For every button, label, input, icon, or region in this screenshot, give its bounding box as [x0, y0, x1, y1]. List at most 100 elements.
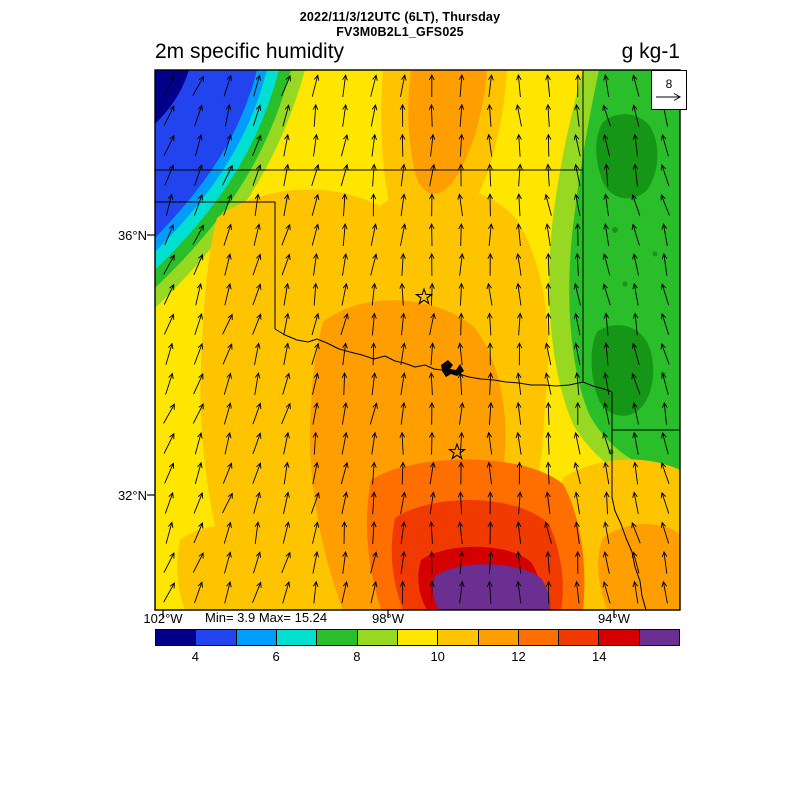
colorbar-segment [438, 630, 479, 645]
wind-arrow [429, 431, 435, 455]
wind-arrow [311, 342, 320, 365]
wind-arrow [487, 193, 493, 217]
wind-arrow [545, 431, 552, 455]
wind-arrow [252, 402, 262, 425]
wind-reference-box: 8 [651, 70, 687, 110]
wind-arrow [254, 193, 261, 217]
wind-arrow [281, 253, 291, 276]
wind-arrow [224, 253, 232, 276]
wind-arrow [516, 342, 523, 366]
wind-arrow [544, 491, 551, 515]
wind-arrow [486, 282, 493, 306]
wind-arrow [515, 431, 522, 455]
wind-arrow [487, 252, 494, 276]
wind-arrow [341, 431, 349, 455]
lake-texoma [441, 360, 464, 377]
wind-arrow [457, 193, 463, 217]
wind-arrow [342, 550, 348, 574]
wind-arrow [310, 491, 320, 514]
wind-arrow [429, 133, 436, 157]
wind-arrow [661, 580, 668, 604]
wind-arrow [400, 491, 407, 515]
wind-arrow [193, 253, 204, 276]
colorbar-segment [317, 630, 358, 645]
colorbar-tick-label: 10 [430, 649, 445, 664]
wind-arrow [369, 402, 378, 425]
humidity-contour-darkgreen-1 [596, 114, 658, 199]
wind-arrow [282, 104, 291, 127]
wind-arrow [370, 103, 378, 127]
wind-arrow [429, 491, 436, 515]
wind-arrow [194, 134, 203, 157]
wind-arrow [458, 431, 465, 455]
wind-arrow [252, 551, 262, 574]
wind-arrow [163, 75, 175, 97]
wind-arrow [194, 164, 203, 186]
wind-arrow [281, 74, 291, 97]
wind-arrow [631, 223, 640, 246]
wind-arrow [192, 75, 205, 96]
wind-arrow [163, 552, 175, 573]
wind-arrow [194, 461, 203, 485]
wind-arrow [341, 491, 349, 515]
wind-arrow [163, 254, 175, 275]
wind-arrow [661, 432, 669, 455]
wind-arrow [400, 521, 407, 544]
wind-arrow [283, 342, 290, 366]
wind-arrow [515, 252, 522, 276]
lon-label-102w: 102°W [143, 611, 183, 626]
minmax-text: Min= 3.9 Max= 15.24 [205, 610, 328, 625]
wind-arrow [545, 401, 552, 425]
wind-arrow [399, 103, 406, 127]
wind-arrow [428, 520, 435, 545]
map-frame [154, 69, 681, 611]
lat-label-32n: 32°N [117, 488, 147, 503]
wind-arrow [516, 73, 522, 98]
wind-arrow [340, 461, 349, 485]
wind-arrow [661, 401, 668, 425]
wind-arrow [660, 312, 670, 336]
wind-arrow [429, 401, 435, 425]
wind-arrow [224, 103, 232, 127]
wind-arrow [312, 550, 319, 574]
wind-arrow [515, 372, 522, 395]
wind-arrow [282, 372, 291, 395]
wind-arrow [312, 103, 319, 127]
wind-arrow [660, 491, 670, 514]
wind-arrow [163, 105, 175, 126]
wind-arrow [632, 491, 639, 515]
plot-units: g kg-1 [621, 40, 680, 63]
wind-arrow [254, 342, 261, 366]
wind-arrow [517, 491, 523, 515]
wind-arrow [311, 223, 320, 246]
wind-arrow [193, 193, 203, 216]
wind-arrow [195, 282, 203, 306]
wind-arrow [340, 163, 349, 187]
wind-arrow [632, 580, 639, 604]
colorbar-segment [397, 630, 439, 645]
wind-arrow [459, 580, 465, 604]
wind-arrow [545, 252, 552, 276]
wind-arrow [223, 74, 232, 97]
wind-arrow [544, 372, 552, 395]
wind-arrow [603, 74, 610, 97]
wind-arrow [602, 104, 611, 127]
wind-arrow [342, 342, 348, 366]
colorbar-tick-label: 8 [353, 649, 361, 664]
city-star-dfw [447, 442, 467, 460]
wind-arrow [487, 342, 493, 366]
wind-arrow [163, 403, 175, 424]
plot-datetime: 2022/11/3/12UTC (6LT), Thursday [299, 10, 501, 24]
wind-arrow [371, 163, 377, 187]
wind-arrow [192, 224, 204, 245]
wind-arrow [661, 550, 668, 574]
plot-title: 2m specific humidity [155, 40, 345, 63]
wind-arrow [194, 312, 203, 336]
wind-arrow [602, 133, 611, 157]
wind-arrow [192, 552, 204, 573]
colorbar-tick-label: 6 [272, 649, 280, 664]
humidity-speckle [622, 281, 628, 287]
lon-label-94w: 94°W [598, 611, 630, 626]
wind-arrow [632, 133, 639, 157]
wind-arrow [193, 521, 204, 544]
